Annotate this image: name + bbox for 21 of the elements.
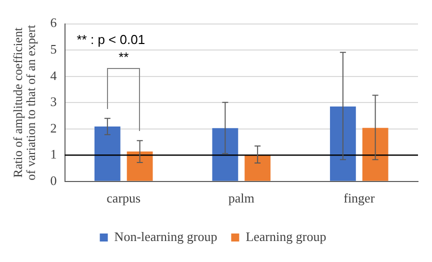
x-tick-label: carpus bbox=[106, 190, 141, 206]
y-tick-label: 3 bbox=[50, 94, 57, 110]
bar bbox=[244, 154, 271, 181]
y-tick-label: 2 bbox=[50, 120, 57, 136]
y-tick-label: 4 bbox=[50, 68, 58, 83]
bar bbox=[362, 128, 388, 181]
legend-label: Learning group bbox=[246, 228, 326, 244]
bar bbox=[330, 106, 356, 181]
x-tick-label: palm bbox=[228, 190, 254, 206]
y-tick-label: 6 bbox=[50, 15, 58, 30]
y-tick-label: 1 bbox=[50, 146, 57, 162]
y-tick-label: 0 bbox=[50, 172, 57, 188]
legend-label: Non-learning group bbox=[114, 228, 218, 244]
y-axis-title: Ratio of amplitude coefficient of variation to that of an expert bbox=[10, 24, 38, 180]
y-tick-label: 5 bbox=[50, 41, 57, 56]
bar bbox=[94, 126, 120, 181]
annotation: ** bbox=[118, 49, 129, 64]
annotation: ** : p < 0.01 bbox=[76, 32, 146, 47]
bar bbox=[212, 128, 238, 181]
x-tick-label: finger bbox=[344, 190, 376, 206]
bar bbox=[126, 151, 153, 181]
